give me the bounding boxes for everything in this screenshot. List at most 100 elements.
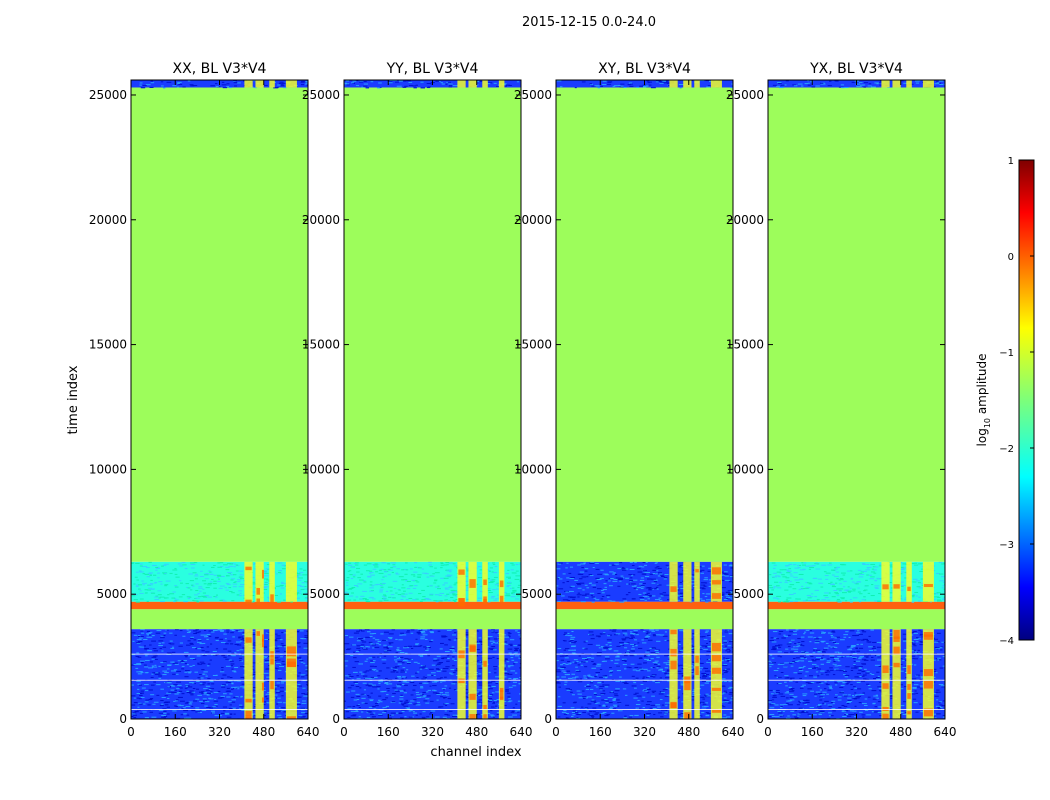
heatmap-speckle: [262, 701, 267, 703]
heatmap-speckle: [859, 711, 863, 713]
heatmap-speckle: [607, 647, 610, 649]
heatmap-speckle: [572, 702, 577, 704]
heatmap-speckle: [579, 678, 582, 680]
heatmap-speckle: [865, 709, 869, 711]
heatmap-speckle: [655, 704, 661, 706]
heatmap-speckle: [621, 569, 627, 571]
heatmap-speckle: [263, 672, 269, 674]
heatmap-speckle: [857, 688, 862, 690]
heatmap-speckle: [626, 650, 630, 652]
heatmap-speckle: [665, 564, 669, 566]
heatmap-speckle: [615, 656, 620, 658]
heatmap-speckle: [934, 695, 939, 697]
heatmap-speckle: [639, 668, 644, 670]
heatmap-hot-spot: [711, 642, 721, 652]
heatmap-speckle: [202, 698, 207, 700]
heatmap-speckle: [566, 670, 571, 672]
heatmap-speckle: [494, 565, 498, 567]
heatmap-speckle: [634, 666, 639, 668]
heatmap-speckle: [648, 84, 652, 86]
heatmap-speckle: [625, 577, 629, 579]
heatmap-speckle: [140, 661, 144, 663]
heatmap-speckle: [508, 678, 512, 680]
heatmap-speckle: [856, 650, 861, 652]
heatmap-speckle: [613, 85, 618, 87]
heatmap-speckle: [721, 685, 726, 687]
heatmap-speckle: [581, 690, 585, 692]
heatmap-speckle: [359, 80, 364, 82]
heatmap-speckle: [856, 639, 861, 641]
heatmap-speckle: [178, 83, 183, 85]
heatmap-speckle: [793, 716, 799, 718]
heatmap-speckle: [277, 697, 281, 699]
heatmap-speckle: [643, 662, 648, 664]
heatmap-speckle: [815, 649, 821, 651]
heatmap-speckle: [768, 700, 773, 702]
heatmap-speckle: [936, 713, 941, 715]
heatmap-speckle: [356, 630, 360, 632]
heatmap-speckle: [232, 636, 235, 638]
heatmap-speckle: [275, 668, 279, 670]
heatmap-speckle: [234, 687, 237, 689]
heatmap-speckle: [252, 686, 257, 688]
heatmap-speckle: [478, 640, 482, 642]
heatmap-speckle: [372, 633, 377, 635]
heatmap-speckle: [700, 636, 704, 638]
heatmap-speckle: [166, 692, 172, 694]
heatmap-speckle: [595, 703, 598, 705]
heatmap-speckle: [264, 586, 269, 588]
heatmap-speckle: [705, 601, 709, 603]
heatmap-speckle: [442, 689, 445, 691]
heatmap-speckle: [303, 662, 306, 664]
heatmap-speckle: [251, 651, 257, 653]
heatmap-speckle: [866, 714, 872, 716]
heatmap-speckle: [304, 713, 308, 715]
heatmap-speckle: [603, 632, 606, 634]
heatmap-speckle: [390, 567, 394, 569]
heatmap-speckle: [382, 595, 386, 597]
heatmap-speckle: [153, 701, 159, 703]
heatmap-speckle: [566, 562, 569, 564]
heatmap-speckle: [234, 581, 237, 583]
heatmap-speckle: [678, 651, 682, 653]
heatmap-speckle: [227, 680, 233, 682]
heatmap-speckle: [486, 712, 491, 714]
heatmap-speckle: [388, 633, 394, 635]
heatmap-speckle: [200, 703, 205, 705]
heatmap-speckle: [463, 702, 469, 704]
heatmap-speckle: [303, 695, 308, 697]
heatmap-speckle: [399, 690, 404, 692]
heatmap-speckle: [843, 634, 848, 636]
heatmap-speckle: [614, 563, 619, 565]
heatmap-speckle: [587, 643, 593, 645]
heatmap-speckle: [191, 705, 194, 707]
heatmap-speckle: [278, 83, 282, 85]
heatmap-speckle: [815, 711, 819, 713]
heatmap-speckle: [503, 676, 507, 678]
heatmap-speckle: [399, 695, 404, 697]
heatmap-speckle: [646, 595, 652, 597]
heatmap-speckle: [382, 712, 386, 714]
heatmap-speckle: [214, 715, 218, 717]
heatmap-speckle: [370, 662, 375, 664]
heatmap-speckle: [491, 571, 494, 573]
heatmap-speckle: [567, 677, 573, 679]
heatmap-speckle: [372, 684, 377, 686]
heatmap-speckle: [659, 677, 662, 679]
heatmap-speckle: [415, 566, 420, 568]
heatmap-speckle: [824, 700, 829, 702]
heatmap-speckle: [503, 666, 506, 668]
heatmap-speckle: [376, 670, 382, 672]
heatmap-speckle: [163, 712, 167, 714]
y-tick-label: 10000: [302, 462, 340, 476]
heatmap-speckle: [511, 659, 515, 661]
heatmap-speckle: [508, 581, 512, 583]
heatmap-speckle: [414, 566, 417, 568]
heatmap-speckle: [809, 630, 812, 632]
heatmap-speckle: [186, 596, 191, 598]
heatmap-speckle: [595, 672, 601, 674]
heatmap-speckle: [900, 688, 904, 690]
heatmap-speckle: [193, 658, 197, 660]
panel-2: YY, BL V3*V40 160 320 480 640050001000015000…: [302, 61, 533, 739]
heatmap-speckle: [416, 581, 420, 583]
